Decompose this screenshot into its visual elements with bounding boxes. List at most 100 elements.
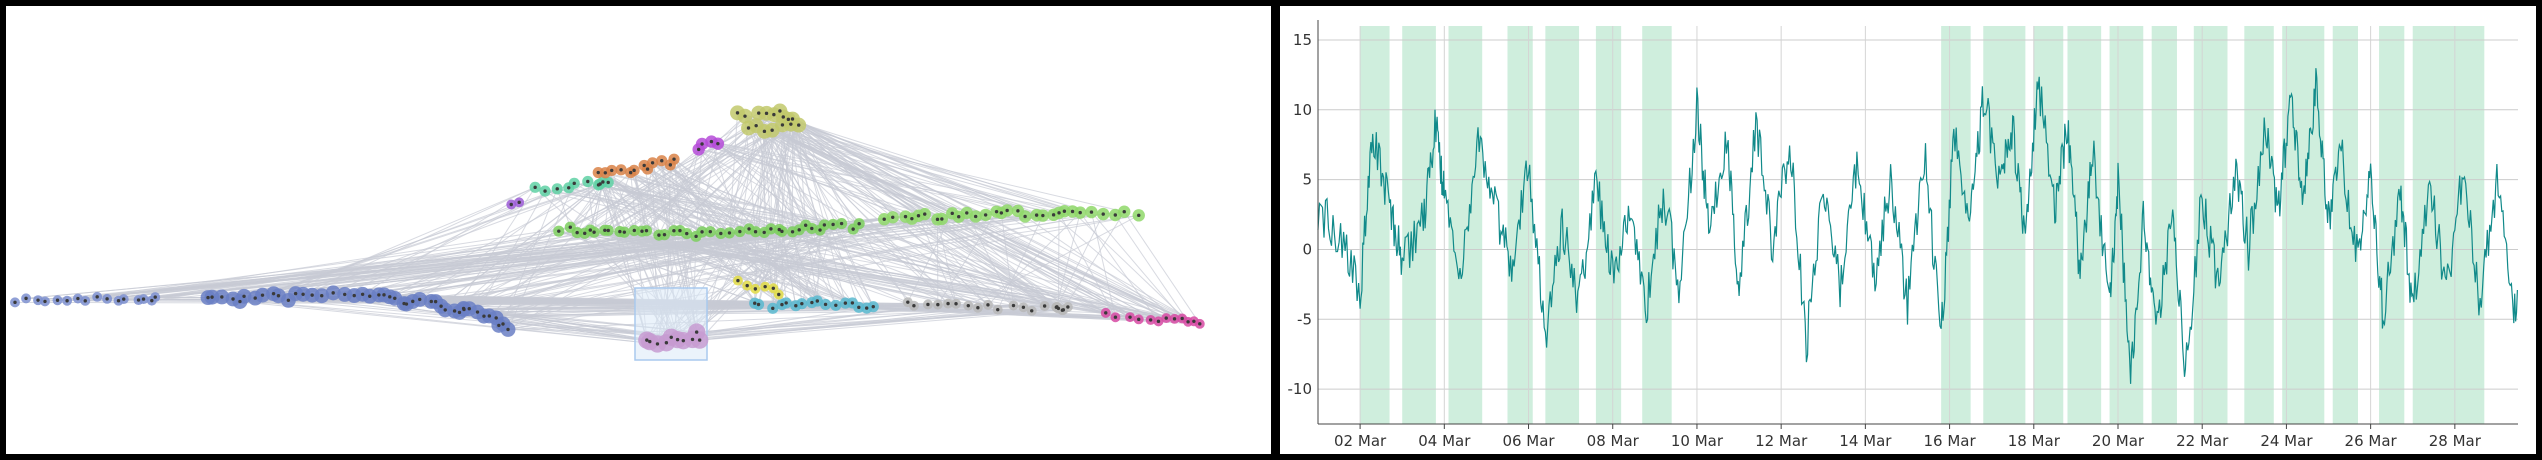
graph-node[interactable]	[946, 301, 950, 306]
graph-node[interactable]	[864, 306, 869, 310]
graph-node[interactable]	[83, 299, 87, 303]
graph-node[interactable]	[903, 214, 908, 219]
graph-node[interactable]	[743, 114, 747, 118]
graph-node[interactable]	[780, 229, 784, 234]
graph-node[interactable]	[1060, 308, 1065, 312]
graph-node[interactable]	[823, 302, 828, 307]
graph-node[interactable]	[708, 229, 712, 234]
graph-node[interactable]	[697, 338, 702, 342]
graph-node[interactable]	[957, 215, 961, 219]
graph-node[interactable]	[1164, 316, 1168, 320]
graph-node[interactable]	[716, 141, 720, 146]
graph-node[interactable]	[95, 295, 99, 299]
graph-node[interactable]	[1156, 319, 1161, 324]
graph-node[interactable]	[736, 278, 740, 283]
graph-node[interactable]	[789, 122, 793, 126]
graph-node[interactable]	[122, 297, 126, 301]
graph-node[interactable]	[555, 187, 559, 191]
graph-node[interactable]	[771, 306, 775, 311]
graph-node[interactable]	[650, 161, 655, 165]
graph-node[interactable]	[769, 227, 773, 231]
graph-node[interactable]	[76, 296, 80, 301]
graph-node[interactable]	[210, 295, 214, 299]
graph-node[interactable]	[700, 142, 704, 146]
graph-node[interactable]	[871, 304, 875, 309]
graph-node[interactable]	[271, 291, 276, 296]
graph-node[interactable]	[778, 109, 782, 113]
cluster-orange[interactable]	[592, 153, 680, 179]
graph-node[interactable]	[999, 211, 1004, 215]
graph-node[interactable]	[260, 293, 265, 297]
cluster-green-main[interactable]	[553, 217, 865, 242]
graph-node[interactable]	[696, 147, 701, 152]
graph-node[interactable]	[756, 302, 761, 307]
graph-node[interactable]	[764, 111, 769, 116]
graph-node[interactable]	[745, 283, 749, 288]
graph-node[interactable]	[815, 299, 820, 303]
graph-node[interactable]	[622, 230, 627, 234]
graph-node[interactable]	[452, 309, 457, 313]
graph-node[interactable]	[645, 338, 649, 342]
graph-node[interactable]	[1089, 210, 1094, 214]
graph-node[interactable]	[598, 182, 602, 186]
cluster-green-right[interactable]	[878, 204, 1145, 226]
graph-node[interactable]	[757, 111, 761, 115]
graph-node[interactable]	[601, 180, 605, 184]
graph-node[interactable]	[462, 307, 466, 312]
graph-node[interactable]	[777, 292, 781, 297]
graph-node[interactable]	[628, 170, 633, 175]
graph-node[interactable]	[1005, 208, 1009, 213]
graph-node[interactable]	[586, 179, 590, 184]
graph-node[interactable]	[803, 223, 808, 227]
graph-node[interactable]	[382, 293, 386, 297]
graph-node[interactable]	[1055, 305, 1059, 309]
graph-node[interactable]	[1057, 211, 1061, 215]
graph-node[interactable]	[694, 330, 699, 334]
graph-node[interactable]	[360, 292, 365, 296]
graph-node[interactable]	[645, 167, 650, 171]
graph-node[interactable]	[746, 126, 751, 130]
graph-node[interactable]	[1113, 213, 1118, 217]
graph-node[interactable]	[141, 297, 146, 301]
graph-node[interactable]	[618, 229, 622, 234]
graph-node[interactable]	[150, 298, 154, 303]
graph-node[interactable]	[467, 306, 471, 311]
graph-node[interactable]	[231, 297, 235, 301]
graph-node[interactable]	[818, 228, 822, 232]
graph-node[interactable]	[343, 292, 347, 297]
graph-node[interactable]	[800, 301, 804, 306]
graph-node[interactable]	[822, 223, 827, 227]
graph-node[interactable]	[105, 297, 109, 301]
graph-node[interactable]	[610, 168, 614, 173]
graph-node[interactable]	[293, 291, 298, 296]
graph-node[interactable]	[794, 304, 798, 308]
graph-node[interactable]	[790, 230, 795, 234]
graph-node[interactable]	[754, 123, 758, 128]
graph-node[interactable]	[603, 171, 608, 175]
graph-node[interactable]	[672, 157, 676, 161]
graph-node[interactable]	[572, 181, 576, 186]
graph-node[interactable]	[675, 337, 680, 342]
graph-node[interactable]	[1070, 209, 1075, 214]
cluster-teal-upper[interactable]	[529, 175, 614, 197]
cluster-cyan[interactable]	[749, 295, 879, 314]
graph-node[interactable]	[910, 216, 914, 221]
graph-node[interactable]	[660, 159, 664, 163]
graph-node[interactable]	[487, 314, 492, 318]
graph-node[interactable]	[1137, 317, 1141, 322]
graph-node[interactable]	[606, 180, 610, 185]
graph-node[interactable]	[700, 230, 704, 234]
graph-node[interactable]	[1137, 213, 1141, 218]
graph-node[interactable]	[632, 228, 637, 233]
graph-node[interactable]	[839, 221, 844, 226]
graph-node[interactable]	[1186, 320, 1190, 324]
cluster-blue-dense[interactable]	[200, 285, 516, 337]
graph-node[interactable]	[834, 303, 838, 307]
graph-node[interactable]	[543, 189, 547, 193]
graph-node[interactable]	[494, 316, 498, 320]
graph-node[interactable]	[753, 301, 757, 305]
graph-node[interactable]	[583, 231, 587, 236]
graph-node[interactable]	[965, 211, 969, 215]
graph-node[interactable]	[533, 185, 537, 190]
graph-node[interactable]	[976, 306, 980, 310]
